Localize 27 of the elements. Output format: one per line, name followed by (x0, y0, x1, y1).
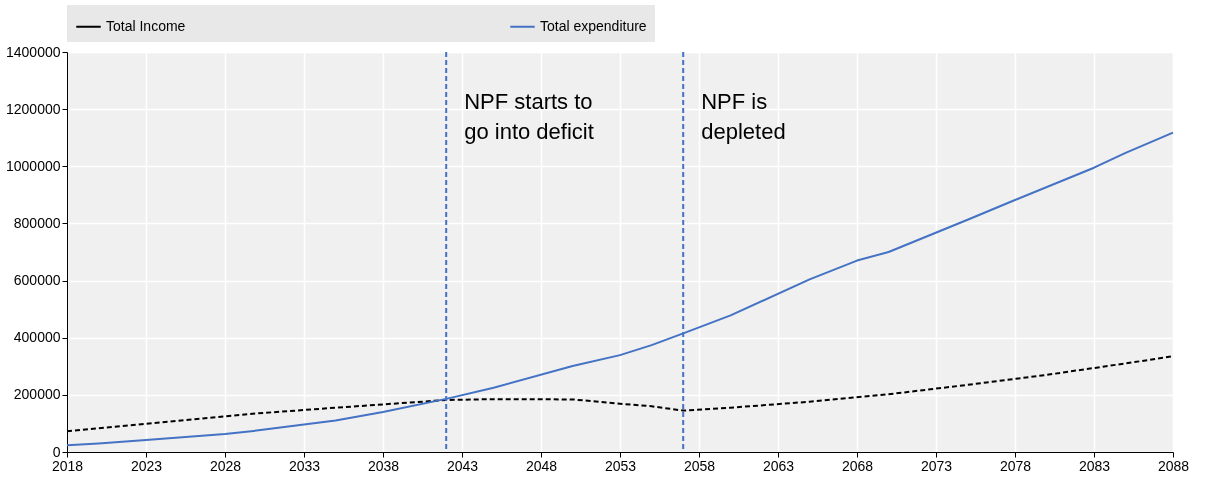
x-tick-label: 2038 (367, 457, 400, 474)
y-tick-label: 1200000 (5, 100, 61, 117)
legend-label: Total Income (106, 17, 186, 34)
x-tick-label: 2028 (209, 457, 242, 474)
x-tick-label: 2053 (604, 457, 637, 474)
x-tick-label: 2033 (288, 457, 321, 474)
x-tick-label: 2063 (762, 457, 795, 474)
x-tick-label: 2083 (1078, 457, 1111, 474)
y-tick-label: 600000 (13, 272, 61, 289)
x-tick-label: 2073 (920, 457, 953, 474)
y-tick-label: 200000 (13, 386, 61, 403)
y-tick-label: 1000000 (5, 157, 61, 174)
y-tick-label: 400000 (13, 329, 61, 346)
x-tick-label: 2023 (130, 457, 163, 474)
legend-label: Total expenditure (540, 17, 647, 34)
x-tick-label: 2043 (446, 457, 479, 474)
x-tick-label: 2078 (999, 457, 1032, 474)
ref-line-label: NPF is depleted (701, 89, 786, 144)
x-tick-label: 2048 (525, 457, 558, 474)
x-tick-label: 2018 (51, 457, 84, 474)
x-tick-label: 2088 (1157, 457, 1190, 474)
ref-line-label: NPF starts to go into deficit (464, 89, 594, 144)
x-tick-label: 2068 (841, 457, 874, 474)
y-tick-label: 1400000 (5, 43, 61, 60)
y-tick-label: 800000 (13, 214, 61, 231)
x-tick-label: 2058 (683, 457, 716, 474)
y-tick-label: 0 (52, 443, 61, 460)
